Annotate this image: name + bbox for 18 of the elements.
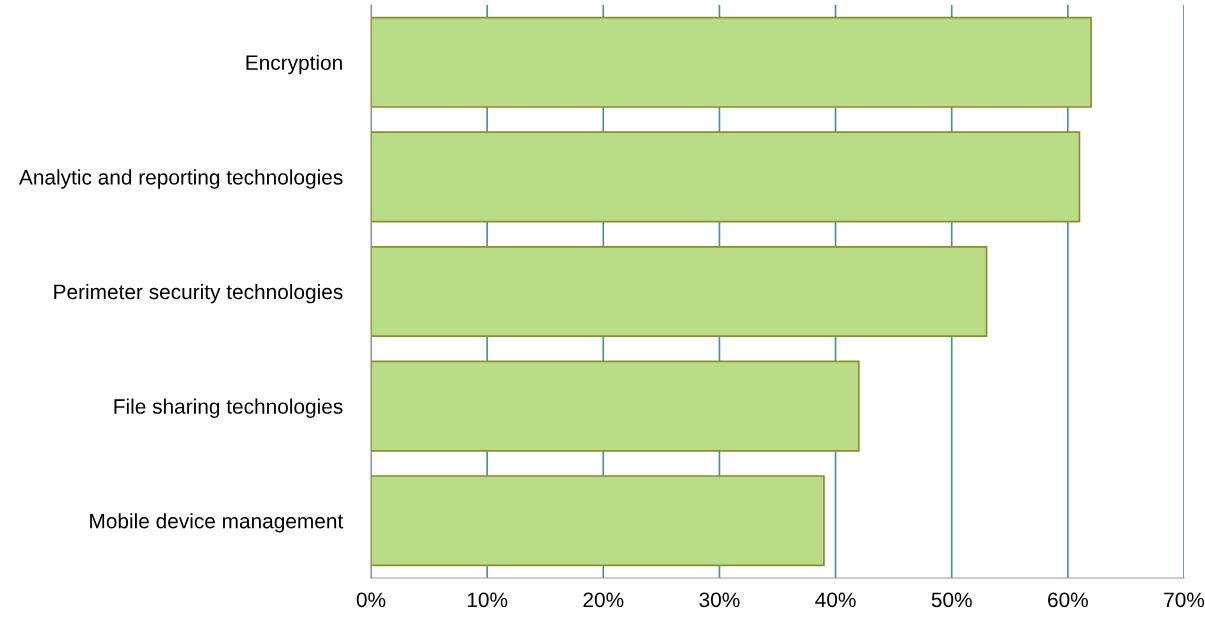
bar xyxy=(371,245,988,338)
y-tick-label: Mobile device management xyxy=(90,513,344,533)
x-tick-label: 60% xyxy=(1048,592,1088,608)
bar xyxy=(371,16,1092,108)
y-tick-label: Encryption xyxy=(246,54,342,75)
x-tick-label: 30% xyxy=(699,592,740,608)
bar xyxy=(371,360,860,452)
x-tick-label: 70% xyxy=(1164,592,1205,608)
y-tick-label: Analytic and reporting technologies xyxy=(19,169,343,189)
y-tick-label: Perimeter security technologies xyxy=(54,283,343,304)
x-tick-label: 10% xyxy=(467,592,508,608)
bar xyxy=(371,131,1081,223)
bar xyxy=(371,475,825,567)
x-tick-label: 50% xyxy=(931,592,972,608)
x-tick-label: 40% xyxy=(815,592,856,608)
x-tick-label: 20% xyxy=(583,592,624,608)
x-tick-label: 0% xyxy=(356,592,386,608)
y-tick-label: File sharing technologies xyxy=(114,398,343,418)
